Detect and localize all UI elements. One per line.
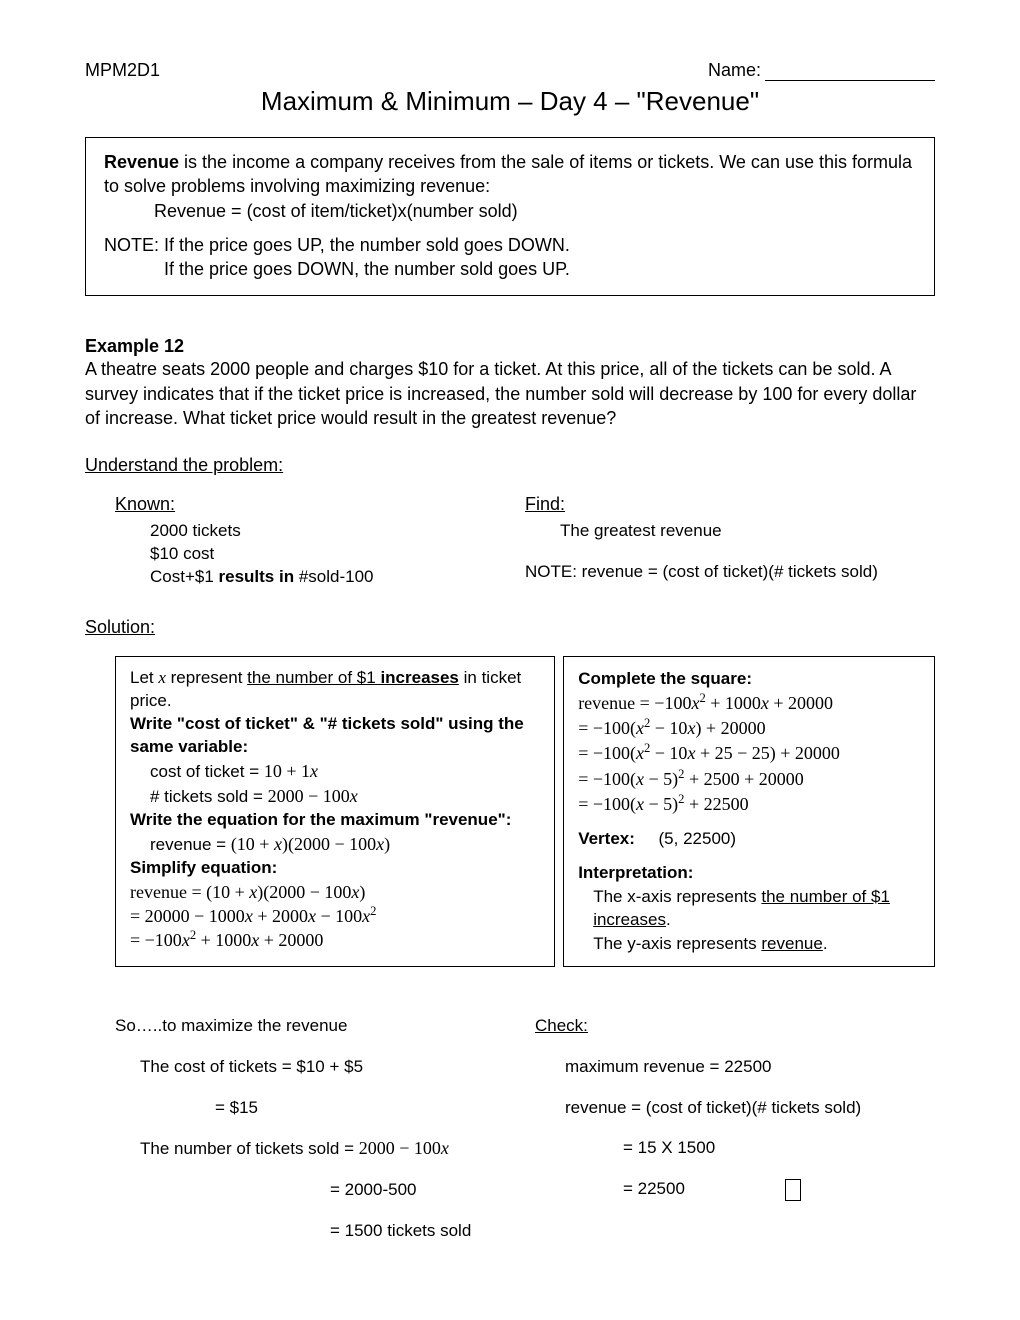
- known-find-row: Known: 2000 tickets $10 cost Cost+$1 res…: [115, 494, 935, 589]
- simplify-2: = 20000 − 1000x + 2000x − 100x2: [130, 904, 540, 928]
- revenue-line: revenue = (10 + x)(2000 − 100x): [130, 832, 540, 857]
- rev-formula: revenue = (cost of ticket)(# tickets sol…: [535, 1096, 935, 1120]
- rev-result: = 22500: [535, 1177, 935, 1201]
- conclusion-right: Check: maximum revenue = 22500 revenue =…: [535, 997, 935, 1260]
- cost-result-line: The cost of tickets = $10 + $5: [115, 1055, 535, 1079]
- solution-label: Solution:: [85, 617, 935, 638]
- sold-result-line: The number of tickets sold = 2000 − 100x: [115, 1136, 535, 1161]
- name-blank-line: [765, 63, 935, 81]
- max-rev: maximum revenue = 22500: [535, 1055, 935, 1079]
- rev-calc: = 15 X 1500: [535, 1136, 935, 1160]
- intro-line1: Revenue is the income a company receives…: [104, 150, 916, 199]
- known-2: $10 cost: [115, 543, 525, 566]
- known-column: Known: 2000 tickets $10 cost Cost+$1 res…: [115, 494, 525, 589]
- sold-calc: = 2000-500: [115, 1178, 535, 1202]
- cs-1: = −100(x2 − 10x) + 20000: [578, 716, 920, 741]
- simplify-1: revenue = (10 + x)(2000 − 100x): [130, 880, 540, 904]
- step-heading-3: Simplify equation:: [130, 857, 540, 880]
- find-heading: Find:: [525, 494, 935, 515]
- solution-grid: Let x represent the number of $1 increas…: [115, 656, 935, 967]
- example-heading: Example 12: [85, 336, 935, 357]
- conclusion: So…..to maximize the revenue The cost of…: [115, 997, 935, 1260]
- sold-line: # tickets sold = 2000 − 100x: [130, 784, 540, 809]
- cost-line: cost of ticket = 10 + 1x: [130, 759, 540, 784]
- cs-4: = −100(x − 5)2 + 22500: [578, 792, 920, 817]
- cs-2: = −100(x2 − 10x + 25 − 25) + 20000: [578, 741, 920, 766]
- so-line: So…..to maximize the revenue: [115, 1014, 535, 1038]
- check-box-icon: [785, 1179, 801, 1201]
- interp-2: The y-axis represents revenue.: [578, 932, 920, 956]
- solution-right-box: Complete the square: revenue = −100x2 + …: [563, 656, 935, 967]
- course-code: MPM2D1: [85, 60, 160, 81]
- find-1: The greatest revenue: [525, 520, 935, 543]
- note-1: NOTE: If the price goes UP, the number s…: [104, 233, 916, 257]
- check-label: Check:: [535, 1014, 935, 1038]
- intro-box: Revenue is the income a company receives…: [85, 137, 935, 296]
- find-column: Find: The greatest revenue NOTE: revenue…: [525, 494, 935, 589]
- cs-0: revenue = −100x2 + 1000x + 20000: [578, 691, 920, 716]
- revenue-bold: Revenue: [104, 152, 179, 172]
- step-heading-1: Write "cost of ticket" & "# tickets sold…: [130, 713, 540, 759]
- conclusion-left: So…..to maximize the revenue The cost of…: [115, 997, 535, 1260]
- known-1: 2000 tickets: [115, 520, 525, 543]
- vertex-val: (5, 22500): [659, 829, 737, 848]
- known-3: Cost+$1 results in #sold-100: [115, 566, 525, 589]
- interpretation-heading: Interpretation:: [578, 861, 920, 885]
- page-title: Maximum & Minimum – Day 4 – "Revenue": [85, 86, 935, 117]
- intro-rest: is the income a company receives from th…: [104, 152, 912, 196]
- understand-label: Understand the problem:: [85, 455, 935, 476]
- note-2: If the price goes DOWN, the number sold …: [104, 257, 916, 281]
- name-label: Name:: [708, 60, 761, 81]
- step-heading-2: Write the equation for the maximum "reve…: [130, 809, 540, 832]
- example-text: A theatre seats 2000 people and charges …: [85, 357, 935, 430]
- name-field: Name:: [708, 60, 935, 81]
- find-note: NOTE: revenue = (cost of ticket)(# ticke…: [525, 561, 935, 584]
- page-header: MPM2D1 Name:: [85, 60, 935, 81]
- revenue-formula: Revenue = (cost of item/ticket)x(number …: [104, 199, 916, 223]
- known-heading: Known:: [115, 494, 525, 515]
- let-statement: Let x represent the number of $1 increas…: [130, 667, 540, 713]
- interp-1: The x-axis represents the number of $1 i…: [578, 885, 920, 933]
- vertex-line: Vertex: (5, 22500): [578, 827, 920, 851]
- complete-square-heading: Complete the square:: [578, 667, 920, 691]
- simplify-3: = −100x2 + 1000x + 20000: [130, 928, 540, 952]
- sold-result: = 1500 tickets sold: [115, 1219, 535, 1243]
- solution-left-box: Let x represent the number of $1 increas…: [115, 656, 555, 967]
- vertex-label: Vertex:: [578, 829, 635, 848]
- cost-result-val: = $15: [115, 1096, 535, 1120]
- cs-3: = −100(x − 5)2 + 2500 + 20000: [578, 767, 920, 792]
